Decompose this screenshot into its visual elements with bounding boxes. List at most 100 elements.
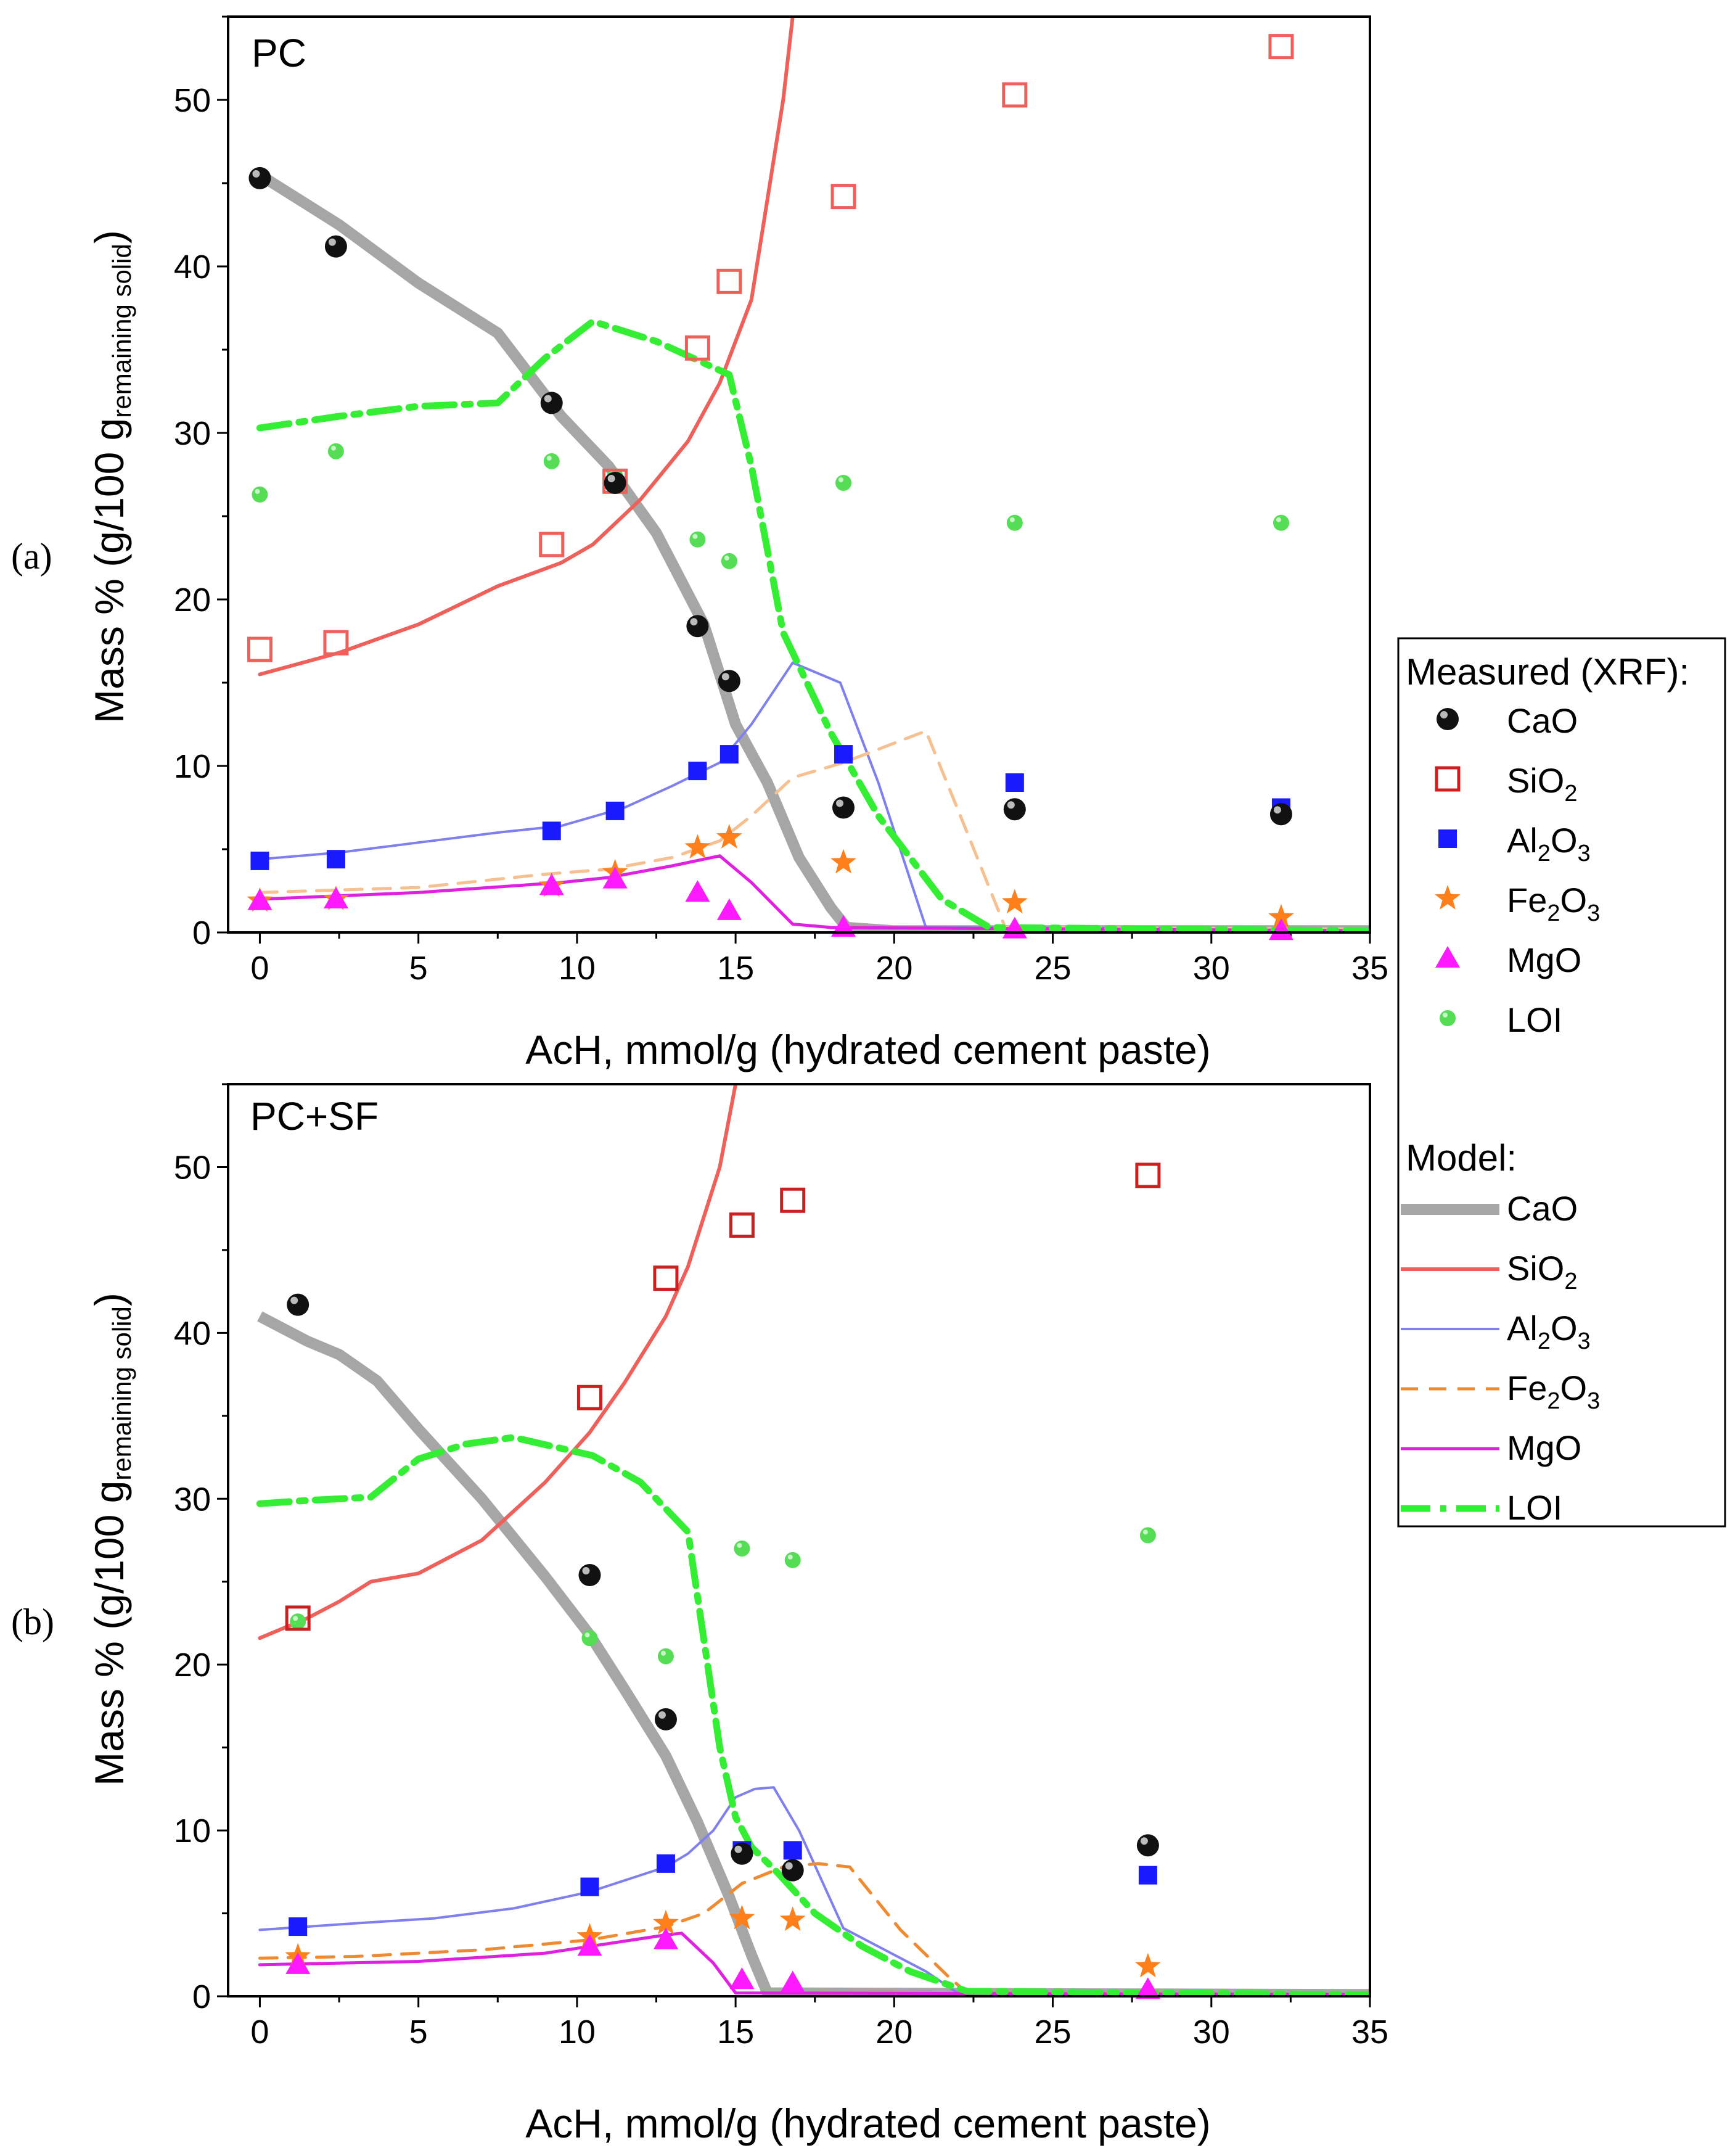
x-tick-label: 5	[409, 2014, 428, 2051]
panel-a: (a) PC AcH, mmol/g (hydrated cement past…	[11, 15, 1388, 1072]
marker-CaO	[781, 1859, 804, 1882]
marker-SiO2	[539, 532, 565, 558]
marker-SiO2	[780, 1187, 806, 1213]
marker-CaO	[248, 167, 271, 189]
legend-measured-label-MgO: MgO	[1507, 940, 1581, 979]
model-line-LOI	[256, 318, 1370, 932]
legend-measured-title: Measured (XRF):	[1406, 651, 1689, 693]
marker-Fe2O3	[729, 1904, 755, 1930]
marker-CaO	[578, 1563, 601, 1586]
x-tick-label: 15	[717, 2014, 754, 2051]
x-tick-label: 30	[1193, 950, 1230, 987]
x-tick-label: 25	[1035, 2014, 1072, 2051]
panel-a-plot: 0 5 10 15 20 25 30 35 0 10 20 30 40 50	[174, 15, 1388, 987]
legend-model-label-CaO: CaO	[1507, 1189, 1578, 1228]
y-tick-label: 50	[174, 82, 211, 119]
marker-Al2O3	[719, 745, 739, 764]
plot-frame	[227, 15, 1371, 934]
marker-Fe2O3	[1135, 1952, 1161, 1978]
panel-b-xlabel: AcH, mmol/g (hydrated cement paste)	[525, 2100, 1210, 2146]
x-tick-label: 20	[875, 2014, 912, 2051]
y-tick-label: 30	[174, 1481, 211, 1518]
marker-LOI	[1139, 1527, 1156, 1544]
marker-Al2O3	[1138, 1866, 1157, 1885]
marker-MgO	[602, 866, 628, 889]
marker-Al2O3	[580, 1877, 599, 1896]
marker-MgO	[577, 1934, 602, 1956]
marker-MgO	[285, 1952, 311, 1974]
marker-Fe2O3	[653, 1909, 679, 1935]
marker-LOI	[543, 453, 560, 469]
marker-LOI	[290, 1613, 306, 1630]
y-tick-label: 0	[192, 1978, 211, 2015]
panel-a-ylabel: Mass % (g/100 gremaining solid)	[86, 230, 136, 723]
x-tick-label: 20	[875, 950, 912, 987]
legend-model-label-SiO2: SiO2	[1507, 1249, 1578, 1294]
marker-MgO	[729, 1967, 755, 1989]
legend-measured-label-CaO: CaO	[1507, 701, 1578, 740]
marker-SiO2	[576, 1385, 602, 1410]
model-lines	[256, 17, 1370, 932]
panel-b-plot: 0 5 10 15 20 25 30 35 0 10 20 30 40 50	[174, 1083, 1388, 2051]
marker-SiO2	[729, 1212, 755, 1238]
y-tick-label: 30	[174, 415, 211, 452]
marker-Al2O3	[250, 851, 269, 870]
model-line-Fe2O3	[258, 1862, 1370, 1996]
marker-CaO	[686, 615, 709, 638]
x-tick-label: 10	[559, 2014, 596, 2051]
marker-SiO2	[323, 630, 349, 656]
model-lines	[256, 1084, 1370, 1996]
model-line-Al2O3	[258, 1786, 1370, 1996]
x-tick-label: 10	[559, 950, 596, 987]
marker-LOI	[835, 475, 852, 491]
legend-measured-label-SiO2: SiO2	[1507, 761, 1578, 807]
marker-CaO	[1269, 803, 1292, 826]
marker-MgO	[716, 898, 742, 920]
marker-CaO	[324, 235, 347, 258]
x-tick-label: 0	[250, 2014, 269, 2051]
marker-MgO	[1135, 1977, 1160, 1999]
legend-measured: CaO SiO2 Al2O3 Fe2O3 MgO LOI	[1435, 701, 1600, 1039]
legend-model-label-Al2O3: Al2O3	[1507, 1309, 1591, 1354]
legend-marker-Fe2O3	[1435, 885, 1461, 910]
marker-LOI	[252, 486, 268, 503]
y-tick-label: 20	[174, 582, 211, 619]
marker-CaO	[604, 472, 626, 494]
marker-SiO2	[285, 1605, 311, 1631]
legend-marker-Al2O3	[1438, 829, 1457, 848]
legend-measured-label-Al2O3: Al2O3	[1507, 821, 1591, 866]
model-line-LOI	[256, 1434, 1370, 1996]
marker-Fe2O3	[716, 824, 742, 849]
panel-b: (b) PC+SF AcH, mmol/g (hydrated cement p…	[11, 1083, 1388, 2146]
x-tick-label: 35	[1351, 950, 1388, 987]
marker-CaO	[731, 1842, 753, 1865]
x-tick-label: 30	[1193, 2014, 1230, 2051]
marker-CaO	[1136, 1834, 1159, 1857]
panel-a-title: PC	[252, 31, 306, 75]
marker-SiO2	[247, 636, 273, 662]
legend-model-title: Model:	[1406, 1137, 1517, 1179]
marker-LOI	[734, 1540, 750, 1557]
x-tick-label: 15	[717, 950, 754, 987]
legend-model-label-LOI: LOI	[1507, 1488, 1562, 1527]
model-line-SiO2	[258, 1084, 738, 1640]
y-tick-label: 10	[174, 1812, 211, 1849]
marker-SiO2	[684, 335, 710, 361]
x-tick-label: 0	[250, 950, 269, 987]
panel-label-a: (a)	[11, 536, 52, 577]
marker-Al2O3	[289, 1917, 308, 1936]
panel-b-title: PC+SF	[250, 1094, 379, 1138]
marker-Fe2O3	[779, 1906, 806, 1932]
marker-MgO	[539, 873, 564, 895]
marker-MgO	[780, 1970, 805, 1993]
marker-SiO2	[1135, 1162, 1161, 1188]
marker-SiO2	[830, 184, 856, 210]
marker-LOI	[1273, 514, 1289, 531]
marker-CaO	[654, 1708, 677, 1730]
model-line-MgO	[258, 1932, 1370, 1996]
marker-Al2O3	[688, 762, 707, 781]
marker-Fe2O3	[1268, 903, 1294, 929]
marker-Fe2O3	[1001, 889, 1028, 914]
marker-LOI	[581, 1630, 598, 1647]
